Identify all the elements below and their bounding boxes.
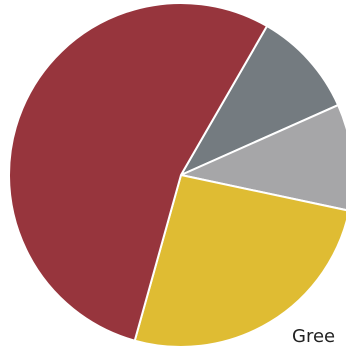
pie-slice-2 bbox=[133, 174, 346, 347]
pie-slice-3 bbox=[8, 2, 268, 342]
pie-slice-1 bbox=[180, 104, 346, 212]
pie-slices bbox=[8, 2, 346, 347]
pie-slice-label-2: Gree bbox=[292, 326, 335, 347]
pie-slice-0 bbox=[180, 25, 340, 176]
pie-labels: Gree bbox=[292, 326, 335, 347]
